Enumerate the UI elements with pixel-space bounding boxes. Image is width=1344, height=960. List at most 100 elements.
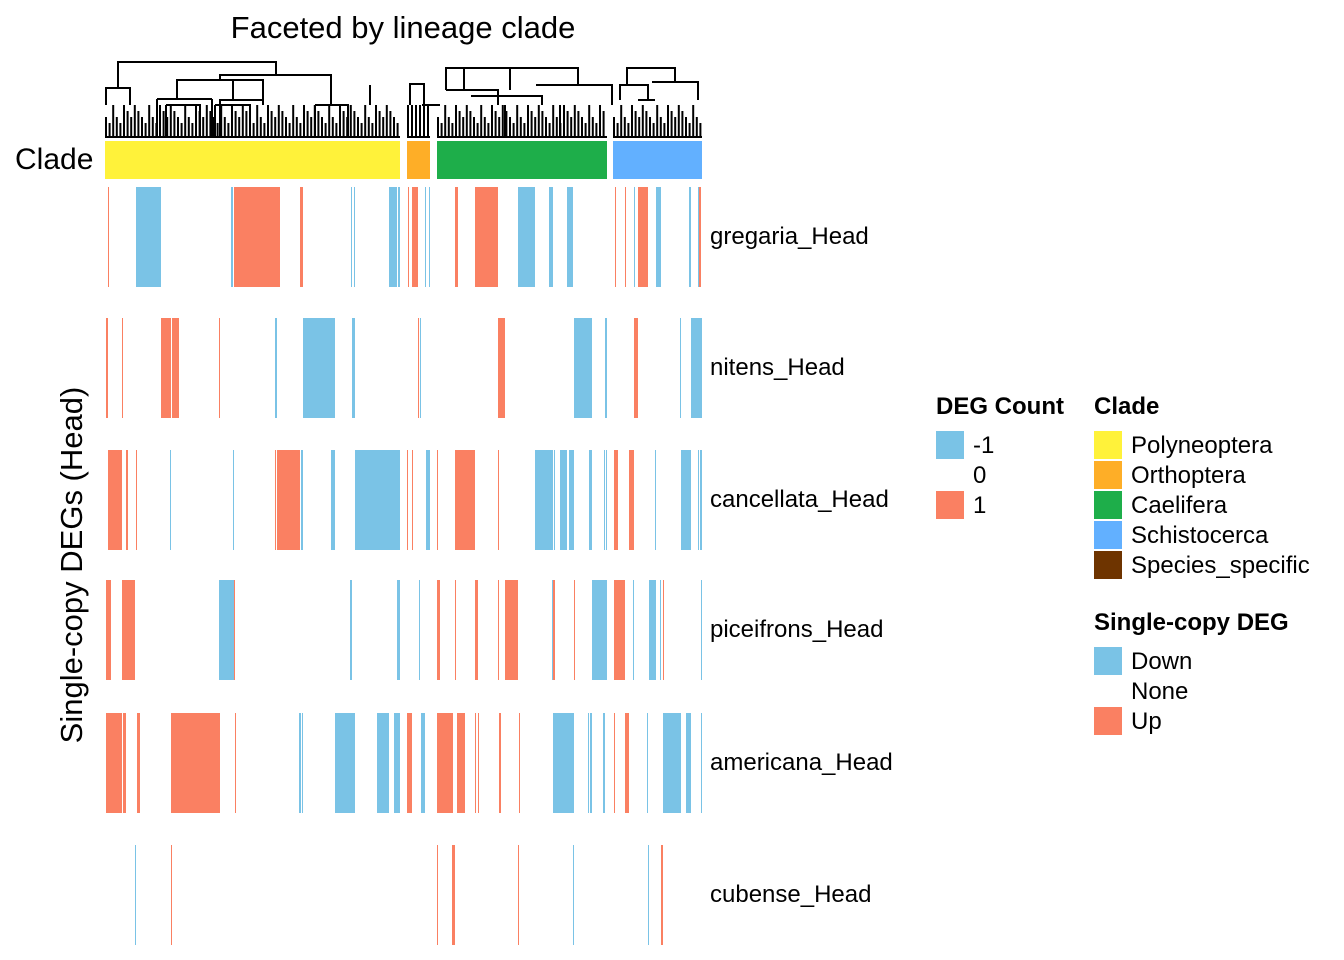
cell-down bbox=[606, 450, 607, 550]
cell-down bbox=[574, 318, 592, 418]
cell-up bbox=[126, 450, 128, 550]
row-label: piceifrons_Head bbox=[710, 616, 884, 643]
cell-down bbox=[592, 580, 606, 680]
cell-down bbox=[698, 450, 699, 550]
legend-label: Polyneoptera bbox=[1131, 432, 1273, 459]
legend-label: Up bbox=[1131, 708, 1162, 735]
cell-down bbox=[394, 713, 400, 813]
cell-down bbox=[552, 580, 553, 680]
cell-down bbox=[633, 580, 634, 680]
cell-up bbox=[277, 450, 300, 550]
cell-up bbox=[106, 580, 111, 680]
cell-down bbox=[698, 187, 699, 287]
cell-up bbox=[437, 845, 438, 945]
cell-up bbox=[137, 713, 140, 813]
cell-up bbox=[475, 580, 478, 680]
cell-down bbox=[518, 187, 535, 287]
cell-up bbox=[234, 187, 280, 287]
cell-down bbox=[604, 450, 605, 550]
cell-down bbox=[233, 450, 234, 550]
cell-up bbox=[455, 450, 475, 550]
cell-up bbox=[553, 580, 555, 680]
cell-up bbox=[172, 318, 179, 418]
cell-down bbox=[701, 580, 702, 680]
cell-down bbox=[588, 713, 589, 813]
clade-bar-schistocerca bbox=[613, 141, 702, 179]
cell-up bbox=[455, 580, 456, 680]
cell-down bbox=[355, 450, 400, 550]
cell-down bbox=[425, 187, 426, 287]
cell-down bbox=[656, 187, 661, 287]
legend-key bbox=[1094, 647, 1122, 675]
cell-down bbox=[560, 450, 567, 550]
cell-up bbox=[171, 713, 220, 813]
cell-down bbox=[231, 187, 233, 287]
cell-down bbox=[634, 187, 635, 287]
cell-up bbox=[106, 318, 108, 418]
cell-down bbox=[573, 845, 574, 945]
cell-down bbox=[691, 318, 702, 418]
cell-down bbox=[351, 187, 352, 287]
cell-down bbox=[275, 318, 277, 418]
cell-down bbox=[303, 318, 335, 418]
legend-clade-title: Clade bbox=[1094, 393, 1160, 420]
cell-up bbox=[615, 187, 616, 287]
legend-label: Species_specific bbox=[1131, 552, 1310, 579]
cell-up bbox=[122, 580, 135, 680]
legend-label: 1 bbox=[973, 492, 987, 519]
cell-down bbox=[606, 580, 607, 680]
legend-key bbox=[936, 491, 964, 519]
cell-down bbox=[681, 450, 691, 550]
cell-down bbox=[655, 450, 656, 550]
cell-up bbox=[455, 187, 458, 287]
cell-up bbox=[498, 450, 499, 550]
cell-up bbox=[498, 580, 499, 680]
cell-down bbox=[535, 450, 553, 550]
cell-down bbox=[136, 187, 161, 287]
cell-up bbox=[407, 713, 412, 813]
cell-up bbox=[498, 318, 505, 418]
cell-down bbox=[589, 450, 592, 550]
clade-bar-polyneoptera bbox=[105, 141, 400, 179]
dendrogram-leaves bbox=[105, 105, 702, 138]
cell-up bbox=[625, 187, 626, 287]
cell-down bbox=[352, 318, 355, 418]
cell-up bbox=[634, 318, 638, 418]
cell-down bbox=[605, 318, 607, 418]
cell-up bbox=[699, 187, 701, 287]
cell-up bbox=[437, 580, 440, 680]
cell-down bbox=[419, 580, 420, 680]
cell-up bbox=[219, 318, 220, 418]
cell-up bbox=[518, 845, 519, 945]
cell-up bbox=[123, 713, 126, 813]
cell-down bbox=[397, 580, 400, 680]
cell-up bbox=[136, 450, 137, 550]
cell-down bbox=[301, 450, 303, 550]
cell-up bbox=[614, 450, 616, 550]
row-label: gregaria_Head bbox=[710, 223, 869, 250]
cell-down bbox=[686, 713, 691, 813]
cell-down bbox=[649, 580, 656, 680]
row-label: americana_Head bbox=[710, 749, 893, 776]
cell-up bbox=[234, 580, 235, 680]
cell-down bbox=[569, 450, 574, 550]
cell-up bbox=[661, 845, 663, 945]
cell-down bbox=[590, 713, 592, 813]
cell-down bbox=[700, 450, 702, 550]
cell-down bbox=[299, 713, 301, 813]
clade-bar-orthoptera bbox=[407, 141, 430, 179]
row-label: nitens_Head bbox=[710, 354, 845, 381]
legend-label: Schistocerca bbox=[1131, 522, 1269, 549]
cell-up bbox=[161, 318, 171, 418]
cell-down bbox=[648, 845, 649, 945]
cell-down bbox=[660, 580, 661, 680]
legend-label: Orthoptera bbox=[1131, 462, 1246, 489]
legend-key bbox=[1094, 431, 1122, 459]
cell-up bbox=[275, 450, 276, 550]
cell-up bbox=[629, 450, 634, 550]
cell-down bbox=[429, 187, 430, 287]
cell-up bbox=[475, 187, 498, 287]
cell-up bbox=[574, 580, 575, 680]
legend-key bbox=[1094, 491, 1122, 519]
row-label: cubense_Head bbox=[710, 881, 872, 908]
